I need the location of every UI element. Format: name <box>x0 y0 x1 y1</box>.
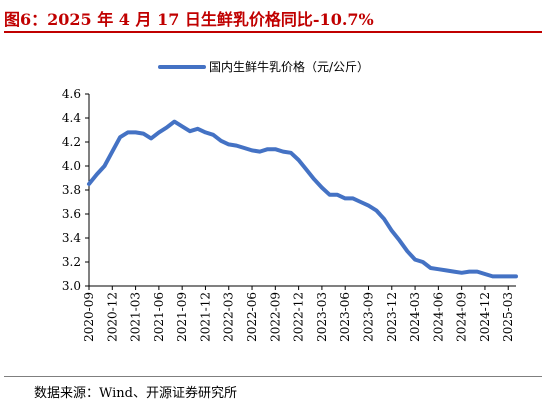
y-tick-label: 4.6 <box>62 87 81 101</box>
data-point <box>475 270 479 274</box>
line-chart: 国内生鲜牛乳价格（元/公斤） 4.6 4.4 4.2 4.0 3.8 3.6 3.4 3.2 3… <box>62 59 518 342</box>
data-point <box>429 266 433 270</box>
data-point <box>258 150 262 154</box>
data-point <box>126 130 130 134</box>
x-tick-label: 2023-06 <box>338 292 352 342</box>
data-point <box>452 270 456 274</box>
data-point <box>351 196 355 200</box>
data-point <box>312 177 316 181</box>
data-point <box>491 274 495 278</box>
x-tick-label: 2025-03 <box>501 292 515 342</box>
x-tick-label: 2022-06 <box>245 292 259 342</box>
data-point <box>134 130 138 134</box>
data-point <box>390 229 394 233</box>
footer-divider <box>4 376 542 377</box>
data-point <box>172 120 176 124</box>
x-tick-label: 2022-12 <box>292 292 306 342</box>
data-point <box>335 193 339 197</box>
data-point <box>498 274 502 278</box>
data-point <box>250 148 254 152</box>
data-point <box>211 133 215 137</box>
data-point <box>436 267 440 271</box>
data-point <box>219 139 223 143</box>
figure-title: 图6：2025 年 4 月 17 日生鲜乳价格同比-10.7% <box>4 10 374 29</box>
y-tick-label: 4.2 <box>62 135 81 149</box>
data-point <box>273 147 277 151</box>
data-point <box>95 172 99 176</box>
data-point <box>103 164 107 168</box>
x-tick-label: 2022-09 <box>268 292 282 342</box>
data-point <box>149 136 153 140</box>
data-point <box>421 260 425 264</box>
source-note: 数据来源：Wind、开源证券研究所 <box>34 386 237 401</box>
x-tick-label: 2024-03 <box>408 292 422 342</box>
data-point <box>141 132 145 136</box>
y-tick-label: 4.0 <box>62 159 81 173</box>
data-point <box>366 204 370 208</box>
x-tick-label: 2021-06 <box>152 292 166 342</box>
x-tick-label: 2024-06 <box>431 292 445 342</box>
x-tick-label: 2024-12 <box>478 292 492 342</box>
data-point <box>235 144 239 148</box>
x-tick-label: 2023-09 <box>361 292 375 342</box>
data-points <box>87 120 518 279</box>
data-point <box>242 146 246 150</box>
data-point <box>398 238 402 242</box>
x-tick-label: 2020-09 <box>82 292 96 342</box>
data-point <box>196 127 200 131</box>
data-point <box>118 135 122 139</box>
data-point <box>483 272 487 276</box>
data-point <box>320 186 324 190</box>
data-point <box>343 196 347 200</box>
data-point <box>328 193 332 197</box>
data-point <box>297 158 301 162</box>
data-point <box>374 208 378 212</box>
x-tick-label: 2020-12 <box>105 292 119 342</box>
y-tick-label: 4.4 <box>62 111 81 125</box>
data-point <box>87 182 91 186</box>
y-tick-label: 3.6 <box>62 207 81 221</box>
data-point <box>460 271 464 275</box>
legend-label: 国内生鲜牛乳价格（元/公斤） <box>209 59 369 74</box>
data-point <box>227 142 231 146</box>
y-tick-label: 3.8 <box>62 183 81 197</box>
data-point <box>359 200 363 204</box>
chart-legend: 国内生鲜牛乳价格（元/公斤） <box>158 59 369 74</box>
data-point <box>266 147 270 151</box>
title-divider <box>4 31 542 33</box>
series-line <box>87 119 518 279</box>
data-point <box>110 150 114 154</box>
x-tick-label: 2024-09 <box>455 292 469 342</box>
y-tick-label: 3.2 <box>62 255 81 269</box>
data-point <box>180 124 184 128</box>
data-point <box>467 270 471 274</box>
x-tick-label: 2022-03 <box>222 292 236 342</box>
data-point <box>444 268 448 272</box>
data-point <box>188 129 192 133</box>
data-point <box>506 274 510 278</box>
y-axis: 4.6 4.4 4.2 4.0 3.8 3.6 3.4 3.2 3.0 <box>62 87 90 293</box>
y-tick-label: 3.4 <box>62 231 81 245</box>
x-axis: 2020-09 2020-12 2021-03 2021-06 2021-09 2021-… <box>82 285 516 342</box>
x-tick-label: 2021-03 <box>129 292 143 342</box>
data-point <box>157 130 161 134</box>
x-tick-label: 2023-12 <box>385 292 399 342</box>
data-point <box>382 217 386 221</box>
data-point <box>405 249 409 253</box>
x-tick-label: 2021-12 <box>198 292 212 342</box>
data-point <box>304 168 308 172</box>
x-tick-label: 2021-09 <box>175 292 189 342</box>
data-point <box>413 258 417 262</box>
data-point <box>289 151 293 155</box>
data-point <box>165 126 169 130</box>
data-point <box>514 274 518 278</box>
x-tick-label: 2023-03 <box>315 292 329 342</box>
data-point <box>281 150 285 154</box>
y-tick-label: 3.0 <box>62 279 81 293</box>
data-point <box>203 130 207 134</box>
